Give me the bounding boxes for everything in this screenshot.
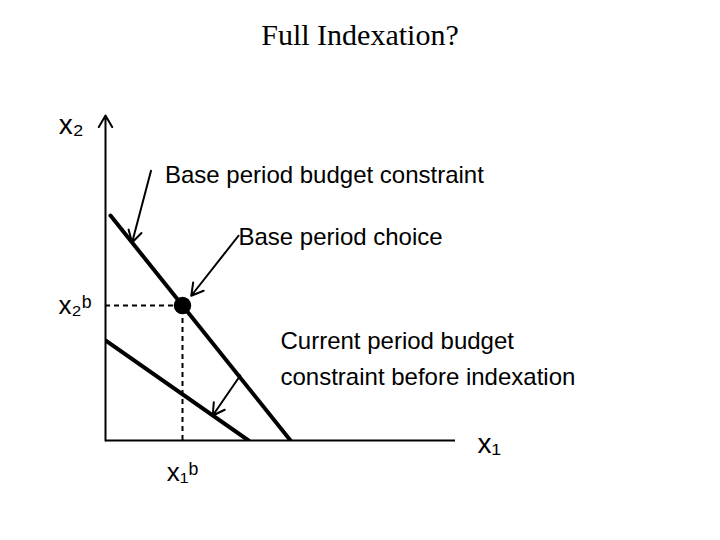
svg-text:x₁: x₁: [478, 428, 501, 459]
svg-text:Base period choice: Base period choice: [239, 223, 443, 250]
svg-text:x₂: x₂: [59, 109, 84, 140]
svg-text:Current period budgetconstrain: Current period budgetconstraint before i…: [281, 327, 576, 390]
svg-text:x₂ᵇ: x₂ᵇ: [59, 290, 92, 320]
svg-text:x₁ᵇ: x₁ᵇ: [167, 457, 199, 487]
svg-text:Base period budget constraint: Base period budget constraint: [165, 161, 484, 188]
html-text:Full Indexation?: Full Indexation?: [261, 18, 459, 51]
